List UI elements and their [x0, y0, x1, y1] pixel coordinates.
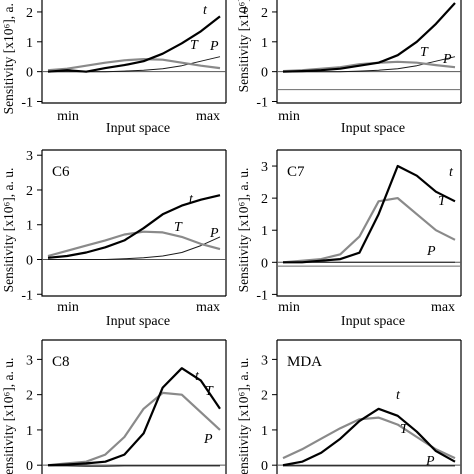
y-axis-label: Sensitivity [x10⁶], a. u. [236, 0, 251, 92]
axis-frame [276, 150, 462, 297]
series-line-t [47, 367, 221, 467]
series-line-T [282, 416, 456, 460]
x-tick-label: min [278, 300, 300, 315]
panel-title: MDA [287, 354, 322, 370]
series-line-T [282, 197, 456, 264]
series-label-t: t [189, 192, 194, 207]
x-tick-label: max [431, 300, 455, 315]
y-tick-label: 0 [261, 66, 268, 81]
series-label-P: P [209, 226, 219, 241]
series-line-t [283, 164, 456, 264]
series-label-P: P [203, 432, 213, 447]
series-label-t: t [195, 369, 200, 384]
axis-frame [41, 150, 227, 297]
series-label-t: t [243, 3, 248, 18]
y-axis-label: Sensitivity [x10⁶], a. u. [1, 168, 16, 293]
y-axis-label: Sensitivity [x10⁶], a. u. [236, 168, 251, 293]
y-tick-label: 1 [26, 36, 33, 51]
y-tick-label: 3 [261, 353, 268, 368]
series-line-t [47, 194, 221, 259]
axis-frame [41, 340, 227, 474]
y-tick-label: 3 [26, 149, 33, 164]
series-line-P [48, 236, 221, 260]
series-label-t: t [396, 388, 401, 403]
x-tick-label: min [57, 109, 79, 124]
y-tick-label: 2 [26, 389, 33, 404]
y-tick-label: 0 [261, 459, 268, 474]
panel-2: -1 0 1 2 min Input space Sensitivity [x10⁶], a… [236, 0, 462, 136]
y-tick-label: 1 [26, 219, 33, 234]
series-label-T: T [190, 38, 199, 53]
y-tick-label: -1 [21, 288, 33, 303]
series-line-T [47, 57, 221, 72]
axis-frame [41, 0, 227, 104]
series-line-t [282, 2, 456, 73]
x-tick-label: max [196, 109, 220, 124]
series-label-P: P [442, 52, 452, 67]
y-tick-label: 2 [26, 6, 33, 21]
series-label-t: t [203, 3, 208, 18]
series-label-T: T [438, 194, 447, 209]
x-axis-label: Input space [341, 121, 405, 136]
y-tick-label: 1 [261, 224, 268, 239]
x-tick-label: min [57, 300, 79, 315]
y-tick-label: 2 [261, 192, 268, 207]
y-axis-label: Sensitivity [x10⁶], a. u. [1, 0, 16, 114]
y-axis-label: Sensitivity [x10⁶], a. u. [1, 358, 16, 474]
series-label-t: t [449, 165, 454, 180]
y-tick-label: 0 [26, 459, 33, 474]
x-axis-label: Input space [341, 314, 405, 329]
panel-title: C7 [287, 164, 305, 180]
y-tick-label: 0 [261, 256, 268, 271]
panel-title: C8 [52, 354, 70, 370]
axis-frame [276, 340, 462, 474]
panel-6: 0 1 2 3 Sensitivity [x10⁶], a. u. MDA P Tt [236, 339, 462, 474]
series-line-t [282, 407, 456, 467]
y-tick-label: 0 [26, 66, 33, 81]
y-tick-label: -1 [256, 96, 268, 111]
x-axis-label: Input space [106, 121, 170, 136]
x-tick-label: min [278, 109, 300, 124]
y-tick-label: 1 [261, 36, 268, 51]
y-tick-label: 1 [261, 424, 268, 439]
x-tick-label: max [196, 300, 220, 315]
series-label-P: P [209, 39, 219, 54]
y-tick-label: -1 [21, 96, 33, 111]
series-label-T: T [174, 220, 183, 235]
x-axis-label: Input space [106, 314, 170, 329]
y-tick-label: 2 [261, 389, 268, 404]
y-tick-label: 3 [26, 353, 33, 368]
y-tick-label: 0 [26, 254, 33, 269]
y-tick-label: -1 [256, 288, 268, 303]
series-label-T: T [420, 45, 429, 60]
series-line-t [47, 15, 221, 73]
panel-4: -1 0 1 2 3 min max Input space Sensitivity [x10⁶… [236, 149, 462, 329]
series-line-T [47, 391, 221, 467]
y-tick-label: 2 [26, 184, 33, 199]
panel-1: -1 0 1 2 min max Input space Sensitivity [x10⁶]… [1, 0, 227, 136]
panel-3: -1 0 1 2 3 min max Input space Sensitivity [x10⁶… [1, 149, 227, 329]
series-label-P: P [426, 244, 436, 259]
series-label-T: T [400, 422, 409, 437]
axis-frame [276, 0, 462, 104]
series-label-P: P [425, 454, 435, 469]
y-tick-label: 3 [261, 160, 268, 175]
y-axis-label: Sensitivity [x10⁶], a. u. [236, 358, 251, 474]
panel-title: C6 [52, 164, 70, 180]
y-tick-label: 1 [26, 424, 33, 439]
y-tick-label: 2 [261, 6, 268, 21]
